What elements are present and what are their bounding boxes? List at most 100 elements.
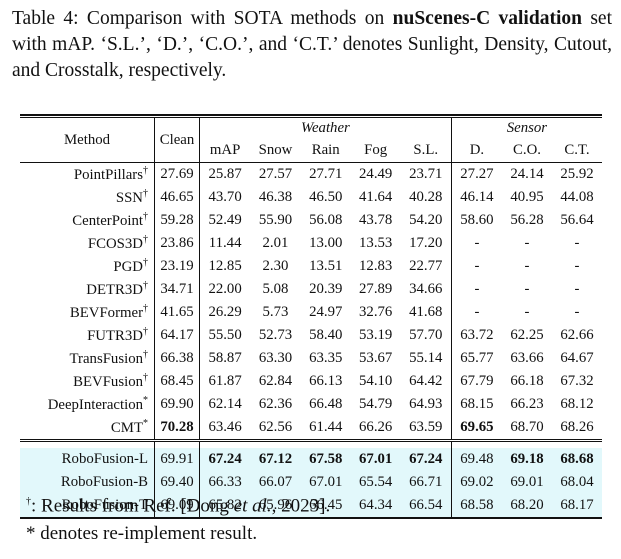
weather-value: 64.42 — [409, 373, 443, 389]
weather-value: 64.34 — [350, 494, 401, 517]
header-sensor-group: Sensor — [450, 118, 602, 138]
weather-value: 5.08 — [262, 281, 289, 297]
weather-value: 53.67 — [359, 350, 393, 366]
sensor-value: 56.28 — [510, 212, 544, 228]
header-weather-col: Rain — [311, 141, 340, 158]
weather-value: 41.68 — [409, 304, 443, 320]
baseline-rows: PointPillars† 27.69 25.87 27.57 27.71 24.49 23… — [20, 162, 602, 441]
clean-value: 66.38 — [154, 347, 200, 370]
weather-value: 66.54 — [400, 494, 452, 517]
sensor-value: - — [450, 278, 503, 301]
table-row: DeepInteraction* 69.90 62.14 62.36 66.48 54.7… — [20, 393, 602, 416]
weather-value: 62.14 — [199, 393, 251, 416]
sensor-value: 68.26 — [560, 419, 594, 435]
sensor-value: 56.64 — [560, 212, 594, 228]
weather-value: 13.00 — [309, 235, 343, 251]
weather-value: 62.56 — [258, 419, 293, 435]
weather-value: 65.96 — [250, 494, 301, 517]
weather-value: 12.85 — [199, 255, 251, 278]
header-weather-col: Fog — [364, 141, 388, 158]
weather-value: 66.45 — [300, 494, 351, 517]
sensor-value: - — [450, 301, 503, 324]
caption-bold: nuScenes-C validation — [392, 8, 582, 29]
sensor-value: - — [574, 281, 580, 297]
top-rule-2 — [20, 117, 602, 118]
method-mark: * — [143, 418, 148, 430]
clean-value: 27.69 — [154, 162, 200, 186]
weather-value: 66.33 — [199, 471, 251, 494]
weather-value: 67.01 — [350, 448, 401, 471]
sensor-value: 68.17 — [551, 494, 602, 517]
clean-value: 68.45 — [154, 370, 200, 393]
caption-prefix: Table 4: Comparison with SOTA methods on — [12, 8, 393, 29]
weather-value: 64.93 — [409, 396, 443, 412]
sensor-value: 69.18 — [502, 448, 552, 471]
results-table-wrapper: Method Clean Weather Sensor mAP Snow Rai… — [20, 114, 602, 519]
header-weather-col: Snow — [258, 141, 293, 158]
sensor-value: 66.23 — [510, 396, 544, 412]
caption-suffix: set with mAP. ‘S.L.’, ‘D.’, ‘C.O.’, and … — [12, 8, 612, 81]
weather-value: 65.82 — [199, 494, 251, 517]
weather-value: 67.24 — [400, 448, 452, 471]
weather-value: 67.58 — [300, 448, 351, 471]
weather-value: 53.19 — [359, 327, 393, 343]
weather-value: 13.53 — [359, 235, 393, 251]
footnote-2: * denotes re-implement result. — [26, 523, 258, 545]
method-mark: † — [143, 326, 148, 338]
weather-value: 55.14 — [409, 350, 443, 366]
method-mark: † — [143, 234, 148, 246]
method-mark: † — [143, 165, 148, 177]
weather-value: 58.40 — [309, 327, 343, 343]
weather-value: 66.07 — [250, 471, 301, 494]
weather-value: 23.71 — [400, 162, 452, 186]
weather-value: 52.73 — [258, 327, 293, 343]
sensor-value: 27.27 — [450, 162, 503, 186]
header-sensor-col: C.O. — [513, 141, 541, 158]
weather-value: 5.73 — [262, 304, 289, 320]
method-name: CenterPoint† — [72, 211, 148, 229]
sensor-value: - — [450, 232, 503, 255]
sensor-value: 67.79 — [450, 370, 503, 393]
clean-value: 41.65 — [154, 301, 200, 324]
sensor-value: 68.70 — [510, 419, 544, 435]
sensor-value: - — [524, 304, 530, 320]
weather-value: 27.71 — [300, 162, 351, 186]
method-mark: † — [143, 257, 148, 269]
weather-value: 41.64 — [359, 189, 393, 205]
sensor-value: 69.65 — [450, 416, 503, 441]
weather-value: 66.13 — [309, 373, 343, 389]
weather-value: 57.70 — [409, 327, 443, 343]
weather-value: 54.79 — [359, 396, 393, 412]
weather-value: 54.10 — [359, 373, 393, 389]
weather-value: 54.20 — [409, 212, 443, 228]
weather-value: 46.50 — [309, 189, 343, 205]
clean-value: 23.19 — [154, 255, 200, 278]
sensor-value: - — [524, 281, 530, 297]
method-name: SSN† — [115, 188, 148, 206]
header-sensor-col: C.T. — [564, 141, 590, 158]
weather-value: 11.44 — [199, 232, 251, 255]
header-weather-col: S.L. — [413, 141, 439, 158]
weather-value: 65.54 — [350, 471, 401, 494]
method-mark: † — [143, 349, 148, 361]
separator-row — [20, 439, 602, 448]
sensor-value: 65.77 — [450, 347, 503, 370]
clean-value: 69.91 — [154, 448, 200, 471]
method-name: RoboFusion-L — [20, 448, 155, 471]
clean-value: 69.90 — [154, 393, 200, 416]
weather-value: 66.71 — [400, 471, 452, 494]
weather-value: 40.28 — [409, 189, 443, 205]
clean-value: 59.28 — [154, 209, 200, 232]
weather-value: 24.97 — [309, 304, 343, 320]
weather-value: 46.38 — [258, 189, 293, 205]
weather-value: 22.00 — [199, 278, 251, 301]
weather-value: 67.01 — [300, 471, 351, 494]
method-name: RoboFusion-T — [20, 494, 155, 517]
clean-value: 34.71 — [154, 278, 200, 301]
sensor-value: 68.58 — [450, 494, 503, 517]
weather-value: 2.01 — [262, 235, 289, 251]
weather-value: 63.35 — [309, 350, 343, 366]
header-sensor-col: D. — [450, 138, 503, 163]
weather-value: 13.51 — [309, 258, 343, 274]
method-name: TransFusion† — [69, 349, 148, 367]
